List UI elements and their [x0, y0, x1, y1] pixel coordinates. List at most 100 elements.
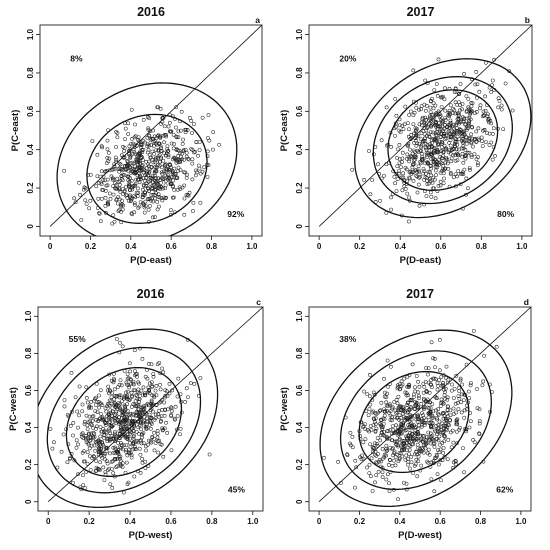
density-contour: [56, 82, 238, 236]
scatter-point: [112, 397, 117, 402]
scatter-point: [113, 416, 117, 421]
scatter-point: [439, 375, 444, 379]
scatter-point: [428, 114, 432, 119]
scatter-point: [93, 409, 98, 413]
scatter-point: [164, 420, 168, 425]
scatter-point: [444, 419, 449, 424]
scatter-point: [122, 149, 126, 153]
scatter-point: [171, 195, 176, 200]
scatter-point: [393, 430, 398, 435]
scatter-point: [128, 188, 133, 192]
scatter-point: [211, 130, 216, 134]
scatter-point: [422, 423, 427, 427]
scatter-point: [350, 435, 355, 439]
scatter-point: [423, 141, 428, 146]
scatter-point: [188, 381, 193, 385]
scatter-point: [405, 406, 409, 410]
scatter-point: [113, 457, 118, 462]
scatter-point: [366, 413, 371, 418]
scatter-point: [151, 372, 156, 376]
y-tick-label: 0.6: [26, 105, 35, 117]
scatter-point: [453, 153, 458, 157]
scatter-point: [368, 442, 373, 447]
scatter-point: [424, 194, 429, 198]
scatter-point: [470, 125, 474, 130]
scatter-point: [432, 138, 437, 143]
scatter-point: [379, 423, 383, 428]
scatter-point: [410, 442, 414, 446]
scatter-point: [411, 438, 416, 443]
scatter-point: [136, 425, 140, 430]
scatter-point: [396, 394, 401, 399]
scatter-point: [436, 423, 441, 427]
scatter-point: [120, 443, 124, 447]
scatter-point: [380, 470, 385, 475]
scatter-point: [416, 134, 421, 139]
scatter-point: [473, 111, 477, 115]
y-axis-label: P(C-west): [8, 387, 19, 431]
scatter-point: [169, 448, 174, 453]
scatter-point: [147, 133, 151, 138]
scatter-point: [150, 184, 155, 188]
scatter-point: [206, 136, 210, 140]
scatter-point: [441, 416, 446, 421]
scatter-point: [407, 383, 412, 388]
scatter-point: [146, 147, 151, 152]
scatter-point: [107, 412, 111, 417]
scatter-point: [434, 455, 438, 460]
scatter-point: [442, 387, 446, 392]
scatter-point: [391, 428, 395, 432]
scatter-point: [133, 122, 137, 127]
scatter-point: [85, 423, 90, 428]
scatter-point: [454, 420, 459, 425]
scatter-point: [480, 144, 485, 148]
plot-frame: [37, 306, 264, 512]
scatter-point: [412, 406, 417, 411]
scatter-point: [477, 421, 482, 426]
scatter-point: [449, 445, 454, 450]
scatter-point: [114, 158, 119, 162]
scatter-point: [413, 153, 417, 158]
scatter-point: [106, 202, 110, 206]
scatter-point: [96, 466, 100, 471]
scatter-point: [411, 122, 416, 127]
scatter-point: [92, 443, 97, 448]
x-tick-label: 0.8: [476, 242, 488, 251]
scatter-point: [438, 155, 442, 159]
scatter-point: [448, 413, 453, 418]
scatter-point: [133, 373, 137, 378]
scatter-point: [457, 427, 462, 432]
scatter-point: [476, 161, 480, 165]
scatter-point: [149, 440, 154, 445]
scatter-point: [394, 423, 398, 428]
scatter-point: [408, 137, 413, 142]
scatter-point: [103, 457, 107, 462]
scatter-point: [139, 432, 144, 437]
scatter-point: [158, 387, 163, 392]
scatter-point: [430, 180, 435, 185]
scatter-point: [490, 78, 495, 83]
scatter-point: [134, 410, 139, 415]
density-contour: [46, 346, 202, 494]
scatter-point: [445, 397, 450, 402]
scatter-point: [197, 140, 202, 144]
scatter-point: [433, 103, 438, 108]
scatter-point: [426, 400, 430, 404]
scatter-point: [431, 415, 435, 420]
scatter-point: [135, 372, 139, 376]
scatter-point: [117, 186, 122, 190]
scatter-point: [467, 115, 472, 120]
scatter-point: [135, 396, 140, 401]
scatter-point: [416, 182, 421, 187]
scatter-point: [176, 160, 181, 165]
scatter-point: [171, 146, 176, 151]
scatter-point: [84, 440, 89, 444]
scatter-point: [422, 396, 426, 401]
scatter-point: [451, 132, 455, 137]
scatter-point: [422, 169, 427, 173]
scatter-point: [162, 124, 167, 129]
scatter-point: [424, 104, 429, 108]
scatter-point: [440, 140, 445, 145]
scatter-point: [99, 169, 104, 174]
